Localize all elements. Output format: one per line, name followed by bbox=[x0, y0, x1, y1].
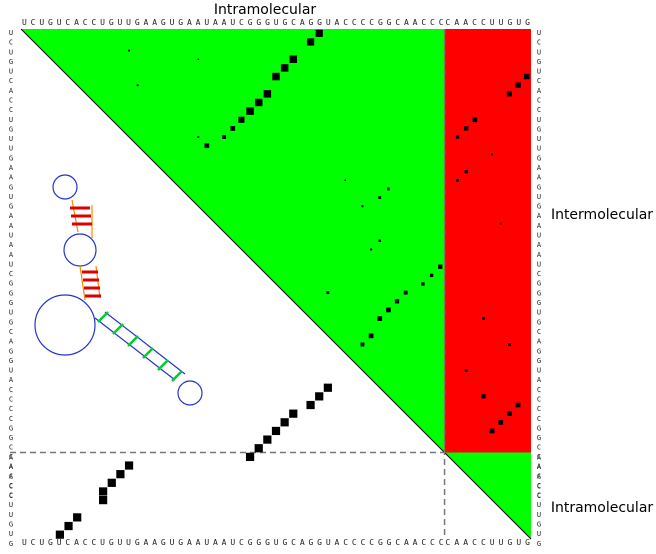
pair-probability bbox=[507, 411, 512, 417]
mfe-pair bbox=[280, 418, 289, 427]
sequence: CAACCUUGUG bbox=[446, 538, 531, 547]
pair-probability bbox=[136, 84, 139, 87]
pair-probability bbox=[489, 428, 495, 434]
sequence: UCUGUCACCUGUUGAAGUGAAUAAUCGGGUGCAGGUACCC… bbox=[22, 538, 444, 547]
region-label: Intermolecular bbox=[551, 207, 653, 223]
mfe-pair bbox=[306, 400, 315, 410]
sequence: CAACCUUGUG bbox=[7, 452, 15, 549]
diagonal bbox=[20, 28, 532, 540]
mfe-pair bbox=[55, 530, 65, 539]
pair-probability bbox=[315, 29, 323, 37]
pair-probability bbox=[506, 91, 512, 97]
pair-probability bbox=[377, 316, 383, 321]
mfe-pair bbox=[124, 461, 134, 470]
pair-probability bbox=[360, 342, 365, 347]
pair-probability bbox=[394, 299, 400, 304]
sequence: UCUGUCACCUGUUGAAGUGAAUAAUCGGGUGCAGGUACCC… bbox=[7, 29, 15, 502]
pair-probability bbox=[523, 73, 530, 80]
pair-probability bbox=[238, 116, 245, 123]
mfe-pair bbox=[73, 513, 82, 522]
pair-probability bbox=[515, 402, 521, 408]
mfe-pair bbox=[323, 383, 332, 392]
pair-probability bbox=[128, 49, 131, 52]
intermolecular-region bbox=[444, 29, 531, 453]
pair-probability bbox=[326, 291, 330, 295]
pair-probability bbox=[222, 135, 227, 139]
sequence: UCUGUCACCUGUUGAAGUGAAUAAUCGGGUGCAGGUACCC… bbox=[22, 18, 444, 27]
mfe-pair bbox=[116, 470, 125, 479]
mfe-pair bbox=[64, 521, 73, 531]
pair-probability bbox=[464, 169, 468, 174]
mfe-pair bbox=[254, 444, 263, 453]
pair-probability bbox=[464, 369, 468, 372]
region-label: Intramolecular bbox=[551, 500, 654, 516]
pair-probability bbox=[280, 64, 289, 72]
pair-probability bbox=[499, 222, 502, 225]
pair-probability bbox=[491, 153, 494, 156]
pair-probability bbox=[403, 290, 408, 295]
pair-probability bbox=[498, 419, 504, 425]
sequence: CAACCUUGUG bbox=[446, 18, 531, 27]
sequence: UCUGUCACCUGUUGAAGUGAAUAAUCGGGUGCAGGUACCC… bbox=[535, 29, 543, 502]
pair-probability bbox=[386, 307, 391, 313]
pair-probability bbox=[254, 98, 263, 107]
pair-probability bbox=[197, 58, 199, 61]
pair-probability bbox=[272, 72, 280, 81]
pair-probability bbox=[378, 196, 382, 199]
mfe-pair bbox=[99, 487, 108, 496]
pair-probability bbox=[263, 90, 272, 98]
pair-probability bbox=[370, 248, 373, 251]
pair-probability bbox=[515, 82, 521, 88]
pair-probability bbox=[482, 317, 485, 320]
pair-probability bbox=[472, 117, 478, 123]
pair-probability bbox=[464, 126, 469, 131]
pair-probability bbox=[368, 333, 374, 339]
region-label: Intramolecular bbox=[214, 2, 317, 18]
pair-probability bbox=[306, 38, 315, 46]
pair-probability bbox=[361, 205, 364, 208]
pair-probability bbox=[438, 264, 443, 269]
pair-probability bbox=[378, 239, 381, 243]
pair-probability bbox=[456, 178, 459, 182]
mfe-pair bbox=[289, 409, 298, 418]
mfe-pair bbox=[99, 495, 108, 505]
pair-probability bbox=[204, 143, 210, 149]
pair-probability bbox=[230, 126, 236, 131]
pair-probability bbox=[455, 135, 460, 139]
pair-probability bbox=[421, 282, 425, 286]
pair-probability bbox=[387, 187, 390, 191]
sequence: CAACCUUGUG bbox=[535, 452, 543, 549]
mfe-pair bbox=[315, 392, 324, 401]
pair-probability bbox=[197, 136, 200, 139]
pair-probability bbox=[508, 343, 511, 346]
pair-probability bbox=[289, 55, 298, 63]
mfe-pair bbox=[107, 478, 116, 487]
mfe-pair bbox=[263, 435, 272, 444]
mfe-pair bbox=[271, 426, 281, 436]
pair-probability bbox=[481, 394, 486, 399]
pair-probability bbox=[429, 273, 434, 278]
secondary-structure-inset bbox=[34, 174, 203, 406]
pair-probability bbox=[246, 107, 254, 115]
mfe-pair bbox=[245, 452, 255, 461]
pair-probability bbox=[344, 179, 346, 182]
